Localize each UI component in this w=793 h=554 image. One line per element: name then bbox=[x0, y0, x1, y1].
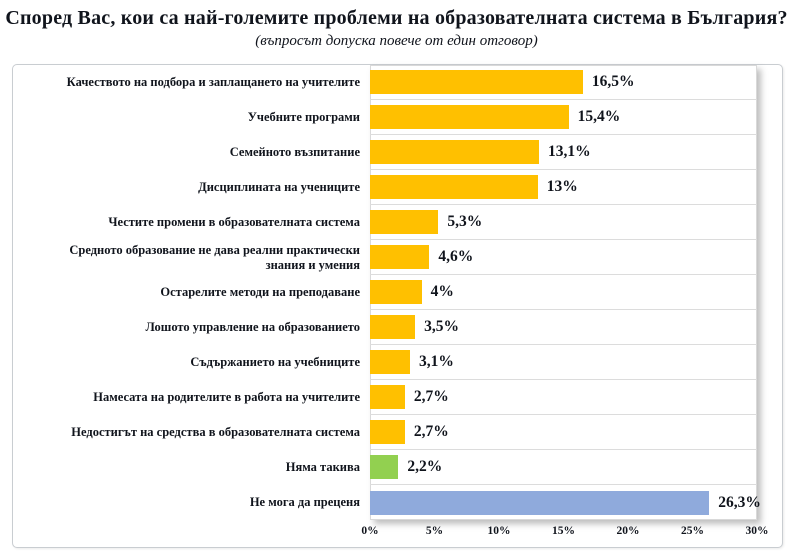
category-label: Няма такива bbox=[285, 460, 360, 475]
bar-track: 15,4% bbox=[370, 100, 757, 135]
bar bbox=[370, 490, 710, 515]
chart-row: Дисциплината на учениците 13% bbox=[13, 170, 782, 205]
value-label: 15,4% bbox=[577, 108, 621, 125]
chart-row: Остарелите методи на преподаване 4% bbox=[13, 275, 782, 310]
bar-track: 3,5% bbox=[370, 310, 757, 345]
x-axis-tick: 20% bbox=[616, 525, 640, 537]
bar bbox=[370, 210, 439, 234]
bar-track: 13% bbox=[370, 170, 757, 205]
value-label: 2,2% bbox=[407, 458, 443, 475]
bar-track: 16,5% bbox=[370, 65, 757, 100]
bar-track: 2,7% bbox=[370, 380, 757, 415]
chart-row: Намесата на родителите в работа на учите… bbox=[13, 380, 782, 415]
bar bbox=[370, 315, 416, 339]
chart-row: Лошото управление на образованието 3,5% bbox=[13, 310, 782, 345]
chart-row: Няма такива 2,2% bbox=[13, 450, 782, 485]
bar-rows: Качеството на подбора и заплащането на у… bbox=[13, 65, 782, 520]
bar bbox=[370, 420, 405, 444]
value-label: 2,7% bbox=[413, 388, 449, 405]
bar-track: 2,7% bbox=[370, 415, 757, 450]
bar-track: 5,3% bbox=[370, 205, 757, 240]
value-label: 13,1% bbox=[547, 143, 591, 160]
chart-row: Семейното възпитание 13,1% bbox=[13, 135, 782, 170]
bar bbox=[370, 455, 399, 479]
bar bbox=[370, 140, 539, 164]
category-label: Качеството на подбора и заплащането на у… bbox=[66, 75, 360, 90]
value-label: 3,1% bbox=[418, 353, 454, 370]
bar bbox=[370, 350, 410, 374]
category-label: Лошото управление на образованието bbox=[145, 320, 360, 335]
chart-frame: Качеството на подбора и заплащането на у… bbox=[12, 64, 783, 548]
chart-row: Средното образование не дава реални прак… bbox=[13, 240, 782, 275]
value-label: 4% bbox=[430, 283, 454, 300]
value-label: 2,7% bbox=[413, 423, 449, 440]
bar bbox=[370, 105, 569, 129]
category-label: Честите промени в образователната систем… bbox=[108, 215, 360, 230]
chart-row: Честите промени в образователната систем… bbox=[13, 205, 782, 240]
x-axis-tick: 10% bbox=[487, 525, 511, 537]
x-axis-tick: 0% bbox=[361, 525, 379, 537]
bar-track: 4% bbox=[370, 275, 757, 310]
x-axis-tick: 15% bbox=[552, 525, 575, 537]
value-label: 4,6% bbox=[438, 248, 474, 265]
bar bbox=[370, 245, 430, 269]
x-axis-tick: 5% bbox=[425, 525, 444, 537]
chart-row: Недостигът на средства в образователната… bbox=[13, 415, 782, 450]
bar bbox=[370, 385, 405, 409]
x-axis: 0% 5% 10% 15% 20% 25% 30% bbox=[361, 525, 768, 543]
category-label: Остарелите методи на преподаване bbox=[160, 285, 360, 300]
x-axis-tick: 30% bbox=[745, 525, 769, 537]
category-label: Семейното възпитание bbox=[229, 145, 360, 160]
value-label: 5,3% bbox=[447, 213, 483, 230]
bar-track: 4,6% bbox=[370, 240, 757, 275]
chart-row: Не мога да преценя 26,3% bbox=[13, 485, 782, 520]
bar-track: 13,1% bbox=[370, 135, 757, 170]
category-label: Не мога да преценя bbox=[249, 495, 360, 510]
value-label: 16,5% bbox=[591, 73, 635, 90]
bar bbox=[370, 175, 538, 199]
category-label: Съдържанието на учебниците bbox=[190, 355, 360, 370]
bar bbox=[370, 280, 422, 304]
category-label: Средното образование не дава реални прак… bbox=[69, 243, 360, 272]
bar bbox=[370, 70, 583, 94]
category-label: Учебните програми bbox=[247, 110, 360, 125]
value-label: 26,3% bbox=[718, 493, 761, 511]
bar-track: 3,1% bbox=[370, 345, 757, 380]
category-label: Намесата на родителите в работа на учите… bbox=[93, 390, 360, 405]
chart-row: Учебните програми 15,4% bbox=[13, 100, 782, 135]
value-label: 3,5% bbox=[424, 318, 460, 335]
x-axis-tick: 25% bbox=[681, 525, 704, 537]
category-label: Дисциплината на учениците bbox=[198, 180, 360, 195]
chart-subtitle: (въпросът допуска повече от един отговор… bbox=[255, 33, 538, 49]
chart-row: Съдържанието на учебниците 3,1% bbox=[13, 345, 782, 380]
bar-track: 26,3% bbox=[370, 485, 761, 520]
category-label: Недостигът на средства в образователната… bbox=[71, 425, 360, 440]
value-label: 13% bbox=[546, 178, 578, 195]
chart-title: Според Вас, кои са най-големите проблеми… bbox=[5, 7, 788, 29]
bar-track: 2,2% bbox=[370, 450, 757, 485]
chart-row: Качеството на подбора и заплащането на у… bbox=[13, 65, 782, 100]
